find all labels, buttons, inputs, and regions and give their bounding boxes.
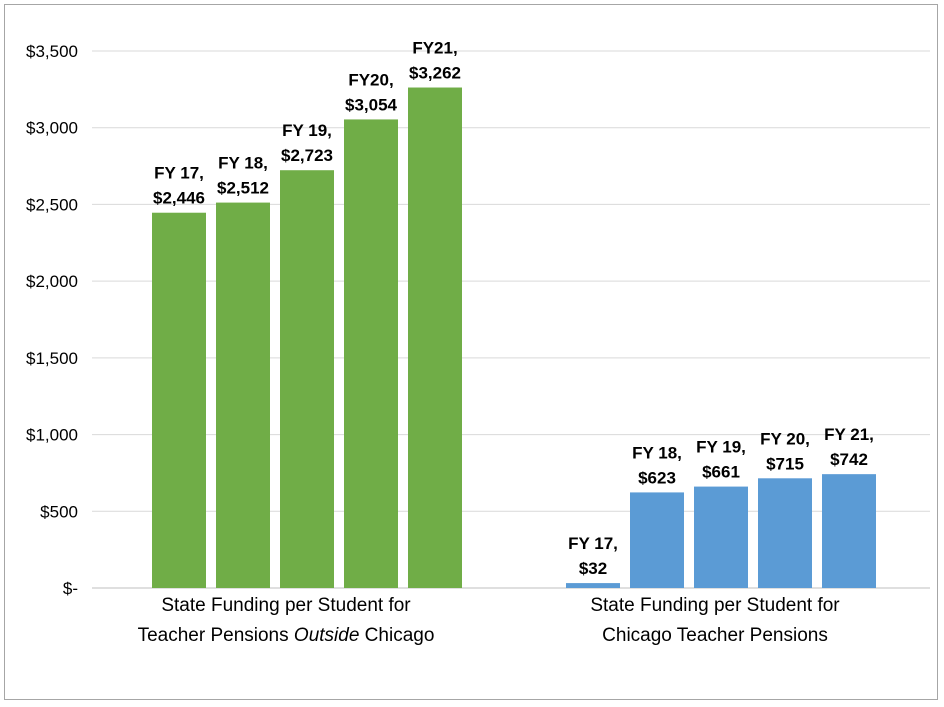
- y-axis: $- $500 $1,000 $1,500 $2,000 $2,500 $3,000 $3,5…: [26, 42, 78, 598]
- bar: [566, 583, 620, 588]
- bar: [408, 87, 462, 589]
- data-label-value: $661: [702, 463, 740, 482]
- bar: [344, 119, 398, 589]
- category-label-outside-part3: Chicago: [359, 625, 434, 646]
- category-label-outside-line1: State Funding per Student for: [161, 595, 411, 616]
- data-label-year: FY 19,: [282, 121, 332, 140]
- category-label-outside-line2: Teacher Pensions Outside Chicago: [138, 625, 435, 646]
- data-label-value: $32: [579, 559, 607, 578]
- data-label-value: $742: [830, 450, 868, 469]
- category-label-chicago-line2: Chicago Teacher Pensions: [602, 625, 828, 646]
- bar: [280, 170, 334, 589]
- y-tick-label: $2,000: [26, 272, 78, 291]
- bar: [694, 486, 748, 588]
- data-label-value: $715: [766, 454, 804, 473]
- data-label-year: FY 19,: [696, 438, 746, 457]
- y-tick-label: $-: [63, 579, 78, 598]
- data-label-value: $623: [638, 468, 676, 487]
- data-label-year: FY 20,: [760, 429, 810, 448]
- bar: [216, 202, 270, 588]
- category-label-outside-emphasis: Outside: [294, 625, 359, 646]
- data-label-value: $3,054: [345, 95, 398, 114]
- data-label-year: FY21,: [412, 39, 457, 58]
- y-tick-label: $3,000: [26, 119, 78, 138]
- y-tick-label: $1,500: [26, 349, 78, 368]
- data-label-year: FY 17,: [154, 164, 204, 183]
- data-label-year: FY 17,: [568, 534, 618, 553]
- bar: [152, 212, 206, 588]
- data-label-year: FY 21,: [824, 425, 874, 444]
- y-tick-label: $1,000: [26, 426, 78, 445]
- bar: [758, 478, 812, 588]
- category-label-chicago-line1: State Funding per Student for: [590, 595, 840, 616]
- data-label-value: $2,723: [281, 146, 333, 165]
- y-tick-label: $3,500: [26, 42, 78, 61]
- data-label-value: $2,446: [153, 189, 205, 208]
- bars: [152, 87, 876, 589]
- category-label-outside-part1: Teacher Pensions: [138, 625, 294, 646]
- category-labels: State Funding per Student for Teacher Pe…: [138, 595, 841, 646]
- y-tick-label: $500: [40, 502, 78, 521]
- data-labels: FY 17, $2,446 FY 18, $2,512 FY 19, $2,723 FY20…: [153, 39, 874, 579]
- data-label-value: $2,512: [217, 179, 269, 198]
- y-tick-label: $2,500: [26, 195, 78, 214]
- data-label-year: FY20,: [348, 70, 393, 89]
- bar: [822, 474, 876, 588]
- bar: [630, 492, 684, 588]
- data-label-year: FY 18,: [218, 154, 268, 173]
- data-label-value: $3,262: [409, 64, 461, 83]
- data-label-year: FY 18,: [632, 443, 682, 462]
